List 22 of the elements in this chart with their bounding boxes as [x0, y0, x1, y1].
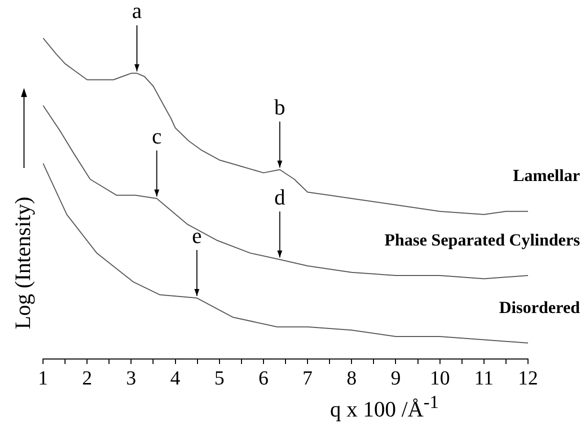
x-tick-label: 12	[518, 367, 538, 390]
annotation: a	[132, 0, 142, 24]
x-tick-label: 3	[126, 367, 136, 390]
x-tick-label: 1	[38, 367, 48, 390]
x-tick-label: 7	[302, 367, 313, 390]
x-axis-title: q x 100 /Å$^{-1}$	[330, 392, 439, 422]
x-tick-label: 6	[258, 367, 268, 390]
x-tick-label: 2	[82, 367, 92, 390]
annotation: c	[152, 123, 162, 148]
x-tick-label: 5	[214, 367, 224, 390]
series-label: Disordered	[499, 298, 581, 317]
annotation: e	[192, 222, 202, 248]
x-tick-label: 9	[390, 367, 401, 390]
x-tick-label: 11	[474, 367, 494, 390]
series-label: Lamellar	[512, 166, 580, 186]
y-axis-title: Log (Intensity)	[10, 196, 36, 332]
x-tick-label: 10	[430, 367, 450, 390]
x-tick-label: 4	[170, 367, 180, 390]
series-label: Phase Separated Cylinders	[384, 230, 580, 250]
annotation: d	[274, 184, 286, 210]
annotation: b	[274, 94, 286, 120]
x-tick-label: 8	[346, 367, 357, 390]
